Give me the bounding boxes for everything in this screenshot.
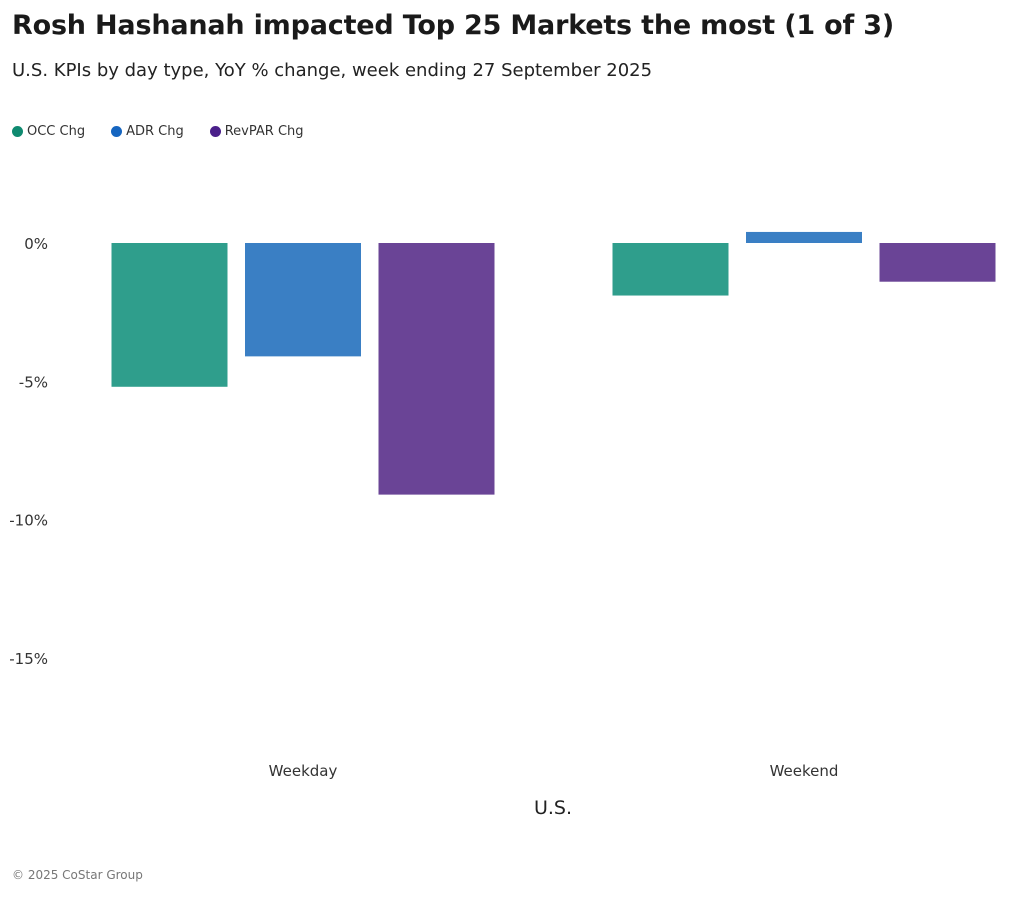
y-tick-label: -15%: [9, 650, 48, 668]
legend-item[interactable]: OCC Chg: [12, 124, 85, 139]
bar-revpar-chg-weekday: [378, 243, 495, 495]
legend-label: ADR Chg: [126, 124, 184, 139]
y-tick-label: -5%: [19, 373, 48, 391]
chart-title: Rosh Hashanah impacted Top 25 Markets th…: [12, 10, 894, 41]
y-tick-label: 0%: [24, 235, 48, 253]
copyright-footer: © 2025 CoStar Group: [12, 868, 143, 882]
legend-dot-icon: [12, 126, 23, 137]
legend-item[interactable]: ADR Chg: [111, 124, 184, 139]
x-tick-label: Weekend: [770, 762, 839, 780]
bar-occ-chg-weekday: [111, 243, 228, 387]
bar-occ-chg-weekend: [612, 243, 729, 296]
legend-dot-icon: [209, 126, 221, 137]
x-axis-label: U.S.: [534, 797, 572, 819]
chart-subtitle: U.S. KPIs by day type, YoY % change, wee…: [12, 60, 653, 81]
legend-label: OCC Chg: [27, 124, 86, 139]
bar-adr-chg-weekend: [746, 231, 862, 243]
bar-adr-chg-weekday: [245, 243, 361, 357]
bar-revpar-chg-weekend: [879, 243, 996, 282]
legend-label: RevPAR Chg: [224, 124, 304, 139]
x-tick-label: Weekday: [269, 762, 338, 780]
legend-item[interactable]: RevPAR Chg: [209, 124, 304, 139]
legend: OCC Chg ADR Chg RevPAR Chg: [12, 124, 304, 139]
legend-dot-icon: [111, 126, 123, 137]
y-tick-label: -10%: [9, 512, 48, 530]
